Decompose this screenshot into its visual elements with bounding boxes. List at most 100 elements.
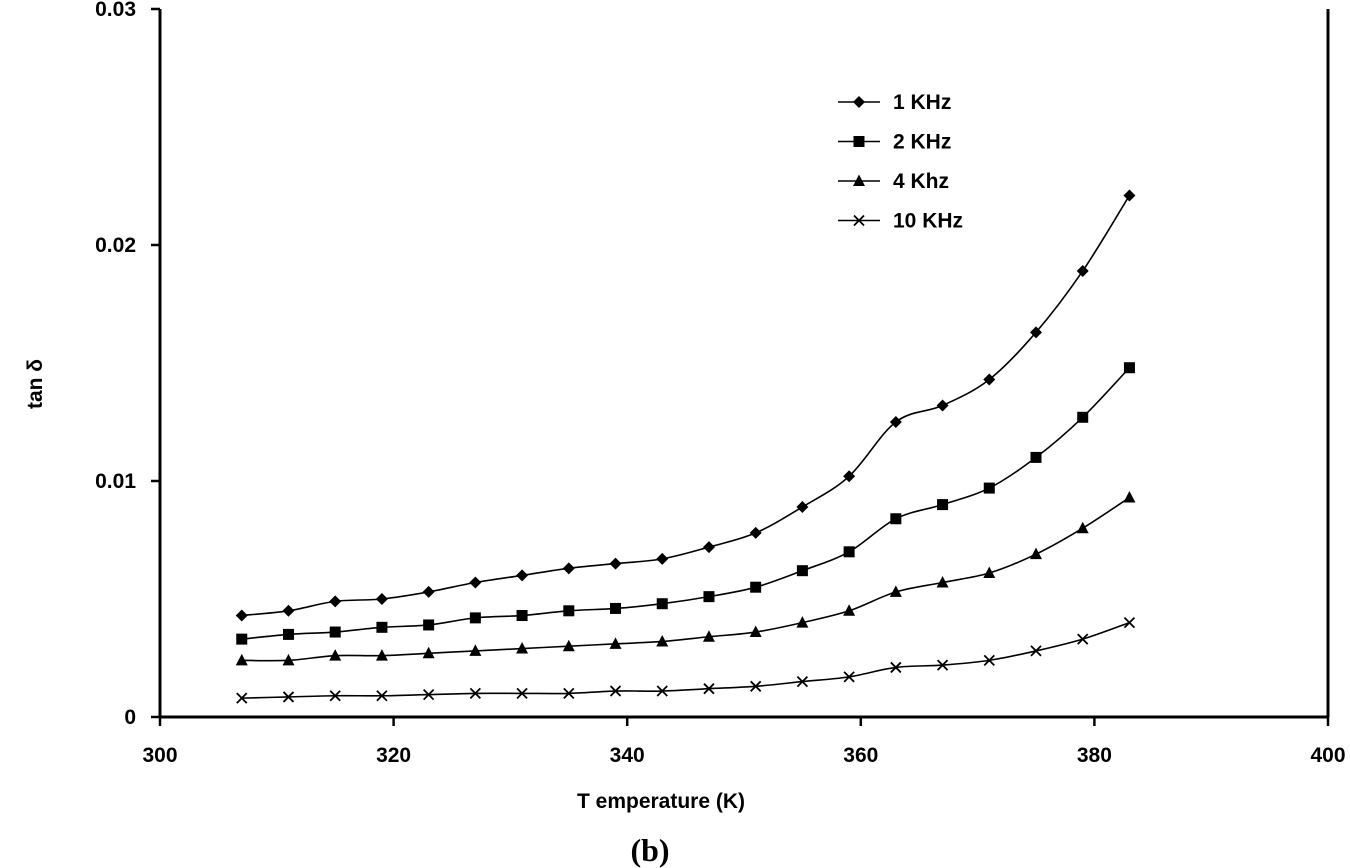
data-point-4-khz [983, 566, 996, 579]
legend-item-1-khz: 1 KHz [838, 91, 951, 114]
data-point-10-khz [703, 683, 715, 695]
x-axis-title: T emperature (K) [577, 790, 745, 813]
data-point-4-khz [609, 637, 622, 649]
data-point-2-khz [329, 626, 341, 638]
data-point-1-khz [843, 470, 856, 483]
data-point-2-khz [750, 581, 762, 593]
series-line-2-khz [241, 367, 1131, 640]
data-point-4-khz [656, 634, 669, 647]
series-line-4-khz [241, 496, 1130, 662]
data-point-1-khz [983, 373, 996, 386]
x-tick-label: 400 [1310, 744, 1345, 767]
data-point-1-khz [702, 541, 715, 554]
data-point-1-khz [375, 593, 388, 605]
series-line-1-khz [241, 195, 1131, 617]
legend-label: 1 KHz [893, 91, 951, 114]
data-point-1-khz [936, 399, 949, 412]
legend-marker [853, 214, 865, 227]
data-point-1-khz [1076, 264, 1089, 277]
data-point-4-khz [936, 575, 949, 588]
data-point-2-khz [1077, 411, 1089, 423]
data-point-1-khz [469, 576, 482, 589]
data-point-1-khz [1123, 189, 1136, 202]
series-10-khz [236, 616, 1136, 704]
tick-marks: 0 0.01 0.02 0.03 300 320 340 360 380 400 [95, 0, 1345, 767]
x-tick-label: 300 [142, 744, 177, 767]
data-point-2-khz [796, 565, 808, 577]
data-point-2-khz [890, 513, 902, 525]
legend-item-10-khz: 10 KHz [838, 210, 963, 233]
figure-caption: (b) [630, 832, 669, 868]
data-point-1-khz [235, 609, 248, 622]
data-point-1-khz [889, 416, 902, 428]
x-tick-label: 340 [610, 744, 645, 767]
y-tick-label: 0 [124, 706, 136, 729]
data-point-10-khz [329, 690, 341, 702]
y-tick-label: 0.02 [95, 234, 136, 257]
legend-label: 2 KHz [893, 131, 951, 154]
data-point-4-khz [702, 630, 715, 642]
data-point-2-khz [469, 612, 481, 624]
data-point-2-khz [516, 610, 528, 622]
data-point-1-khz [1030, 326, 1042, 339]
legend-item-4-khz: 4 Khz [838, 170, 949, 193]
data-point-2-khz [610, 602, 622, 614]
legend-item-2-khz: 2 KHz [838, 131, 951, 154]
data-point-10-khz [936, 659, 949, 671]
data-point-1-khz [329, 595, 342, 608]
data-point-2-khz [563, 605, 575, 617]
data-point-2-khz [376, 621, 388, 633]
data-point-4-khz [843, 604, 856, 616]
data-point-10-khz [469, 687, 481, 700]
data-point-4-khz [282, 653, 295, 666]
series-4-khz [235, 491, 1136, 666]
legend-label: 10 KHz [893, 210, 963, 233]
data-point-2-khz [703, 591, 715, 603]
data-point-1-khz [282, 604, 295, 617]
legend-label: 4 Khz [893, 170, 949, 193]
data-point-10-khz [983, 654, 995, 666]
legend: 1 KHz 2 KHz 4 Khz 10 KHz [838, 91, 963, 233]
data-point-10-khz [1123, 616, 1136, 629]
x-tick-label: 320 [376, 744, 411, 767]
series-line-10-khz [241, 621, 1130, 699]
data-point-4-khz [1076, 521, 1089, 534]
series-2-khz [236, 362, 1135, 645]
data-point-1-khz [562, 562, 575, 575]
data-point-1-khz [656, 552, 669, 565]
data-point-1-khz [422, 585, 435, 598]
data-point-4-khz [329, 649, 342, 661]
legend-marker [853, 136, 865, 147]
data-point-10-khz [236, 692, 248, 704]
data-point-2-khz [1123, 362, 1135, 374]
data-point-1-khz [609, 557, 622, 570]
data-point-10-khz [516, 687, 528, 700]
data-point-2-khz [1030, 451, 1042, 463]
data-point-10-khz [609, 685, 622, 697]
data-point-4-khz [235, 653, 248, 666]
data-point-4-khz [1030, 547, 1042, 560]
data-point-10-khz [563, 687, 575, 700]
data-point-2-khz [983, 482, 995, 494]
data-point-2-khz [843, 546, 855, 558]
data-point-4-khz [422, 646, 435, 659]
data-point-4-khz [516, 642, 529, 654]
data-point-10-khz [843, 671, 855, 683]
data-point-4-khz [562, 639, 575, 652]
data-point-2-khz [282, 628, 294, 640]
data-point-1-khz [516, 569, 529, 582]
data-point-4-khz [469, 644, 482, 656]
data-point-10-khz [423, 688, 435, 701]
data-point-4-khz [749, 625, 762, 638]
data-point-4-khz [889, 585, 902, 597]
legend-marker [853, 96, 865, 108]
data-point-1-khz [796, 500, 809, 513]
data-point-4-khz [1123, 491, 1136, 503]
y-tick-label: 0.03 [95, 0, 136, 21]
y-tick-label: 0.01 [95, 470, 136, 493]
data-point-4-khz [796, 616, 809, 628]
x-tick-label: 380 [1077, 744, 1112, 767]
y-axis-title: tan δ [24, 359, 47, 409]
data-series [235, 189, 1136, 704]
